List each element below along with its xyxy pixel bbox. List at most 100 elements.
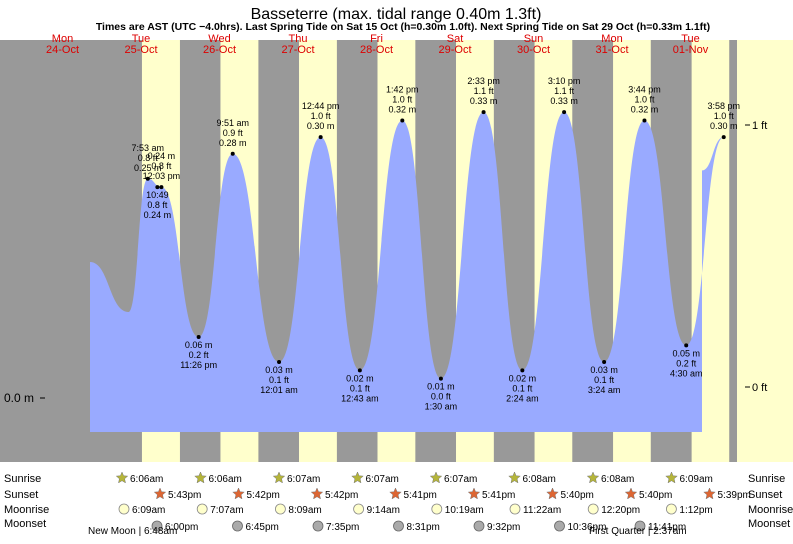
moonset-time: 11:41pm bbox=[648, 522, 686, 533]
row-label-left: Moonset bbox=[4, 518, 46, 530]
tide-label-line: 0.8 ft bbox=[147, 200, 168, 210]
tide-extreme-high: 1:42 pm1.0 ft0.32 m bbox=[386, 84, 419, 123]
y-axis-left-label: 0.0 m bbox=[4, 391, 34, 405]
tide-label-line: 1.1 ft bbox=[474, 86, 495, 96]
tide-point bbox=[159, 185, 164, 190]
tide-point bbox=[196, 335, 201, 340]
day-name: Sat bbox=[447, 33, 464, 45]
day-date: 27-Oct bbox=[281, 44, 314, 56]
tide-label-line: 12:44 pm bbox=[302, 101, 340, 111]
tide-extreme-low: 0.02 m0.1 ft2:24 am bbox=[506, 368, 539, 403]
tide-label-line: 1.0 ft bbox=[392, 94, 413, 104]
tide-label-line: 0.8 ft bbox=[138, 153, 159, 163]
moonset-icon bbox=[634, 520, 646, 532]
day-name: Sun bbox=[524, 33, 544, 45]
tide-label-line: 0.03 m bbox=[265, 365, 293, 375]
tide-label-line: 3:10 pm bbox=[548, 76, 581, 86]
tide-extreme-high: 9:51 am0.9 ft0.28 m bbox=[216, 118, 249, 156]
day-date: 26-Oct bbox=[203, 44, 236, 56]
tide-label-line: 0.01 m bbox=[427, 382, 455, 392]
tide-point bbox=[562, 110, 567, 115]
tide-label-line: 1.0 ft bbox=[714, 111, 735, 121]
day-name: Wed bbox=[208, 33, 230, 45]
tide-point bbox=[438, 376, 443, 381]
moonset-time: 6:45pm bbox=[246, 522, 279, 533]
tide-label-line: 0.02 m bbox=[346, 373, 374, 383]
tide-label-line: 0.2 ft bbox=[676, 358, 697, 368]
tide-extreme-high: 7:53 am0.8 ft0.25 m bbox=[132, 143, 165, 181]
moonrise-time: 10:19am bbox=[445, 505, 484, 516]
tide-point bbox=[400, 118, 405, 123]
tide-label-line: 0.2 ft bbox=[189, 350, 210, 360]
sunrise-time: 6:07am bbox=[444, 474, 477, 485]
first-quarter-label: First Quarter | 2:37am bbox=[589, 526, 687, 537]
tide-label-line: 7:53 am bbox=[132, 143, 165, 153]
tide-point bbox=[481, 110, 486, 115]
sunset-icon bbox=[703, 487, 716, 500]
moonrise-icon bbox=[666, 503, 677, 515]
day-date: 25-Oct bbox=[124, 44, 157, 56]
tide-extreme-high: 3:10 pm1.1 ft0.33 m bbox=[548, 76, 581, 115]
tide-extreme-high: 3:58 pm1.0 ft0.30 m bbox=[707, 101, 740, 140]
right-axis-panel bbox=[737, 40, 793, 462]
tide-extreme-high: 12:44 pm1.0 ft0.30 m bbox=[302, 101, 340, 140]
sunset-icon bbox=[546, 487, 559, 500]
tide-label-line: 1.0 ft bbox=[311, 111, 332, 121]
sunrise-icon bbox=[508, 471, 521, 484]
row-label-left: Sunrise bbox=[4, 473, 41, 485]
tide-extreme-low: 0.03 m0.1 ft3:24 am bbox=[588, 360, 621, 395]
tide-label-line: 3:58 pm bbox=[707, 101, 740, 111]
tide-label-line: 0.32 m bbox=[389, 104, 417, 114]
tide-point bbox=[602, 360, 607, 365]
moonset-icon bbox=[312, 520, 324, 532]
moonrise-icon bbox=[587, 503, 599, 515]
moonrise-icon bbox=[431, 503, 443, 515]
tide-label-line: 12:01 am bbox=[260, 385, 298, 395]
sunrise-time: 6:06am bbox=[209, 474, 242, 485]
moonrise-time: 12:20pm bbox=[601, 505, 640, 516]
sunset-icon bbox=[232, 487, 245, 500]
sunrise-time: 6:07am bbox=[287, 474, 320, 485]
sunset-time: 5:41pm bbox=[482, 490, 515, 501]
moonrise-icon bbox=[118, 503, 130, 515]
day-name: Thu bbox=[289, 33, 308, 45]
y-axis-right-label: 0 ft bbox=[752, 382, 767, 394]
sunset-time: 5:42pm bbox=[325, 490, 358, 501]
row-label-left: Sunset bbox=[4, 489, 38, 501]
tide-label-line: 0.1 ft bbox=[350, 383, 371, 393]
sunset-icon bbox=[389, 487, 402, 500]
tide-extreme-high: 3:44 pm1.0 ft0.32 m bbox=[628, 84, 661, 123]
chart-title: Basseterre (max. tidal range 0.40m 1.3ft… bbox=[251, 6, 542, 23]
day-date: 24-Oct bbox=[46, 44, 79, 56]
tide-point bbox=[145, 176, 150, 181]
sunset-time: 5:41pm bbox=[404, 490, 437, 501]
tide-extreme-low: 10:490.8 ft0.24 m bbox=[144, 185, 171, 220]
moonset-icon bbox=[151, 520, 163, 532]
sunrise-icon bbox=[115, 471, 129, 484]
tide-label-line: 10:49 bbox=[146, 190, 169, 200]
moonset-time: 7:35pm bbox=[326, 522, 359, 533]
day-name: Mon bbox=[601, 33, 622, 45]
tide-point bbox=[721, 135, 726, 140]
sunset-time: 5:40pm bbox=[639, 490, 672, 501]
tide-label-line: 1:42 pm bbox=[386, 84, 419, 94]
tide-label-line: 0.8 ft bbox=[151, 161, 172, 171]
tide-label-line: 0.33 m bbox=[550, 96, 578, 106]
day-date: 29-Oct bbox=[438, 44, 471, 56]
sunrise-time: 6:07am bbox=[366, 474, 399, 485]
tide-label-line: 9:51 am bbox=[216, 118, 249, 128]
tide-label-line: 3:24 am bbox=[588, 385, 621, 395]
day-name: Fri bbox=[370, 33, 383, 45]
tide-label-line: 0.03 m bbox=[590, 365, 618, 375]
tide-label-line: 4:30 am bbox=[670, 368, 703, 378]
tide-point bbox=[520, 368, 525, 373]
sunrise-time: 6:06am bbox=[130, 474, 163, 485]
tide-label-line: 0.02 m bbox=[509, 373, 537, 383]
tide-point bbox=[277, 360, 282, 365]
moonset-time: 8:31pm bbox=[407, 522, 440, 533]
moonrise-icon bbox=[509, 503, 521, 515]
